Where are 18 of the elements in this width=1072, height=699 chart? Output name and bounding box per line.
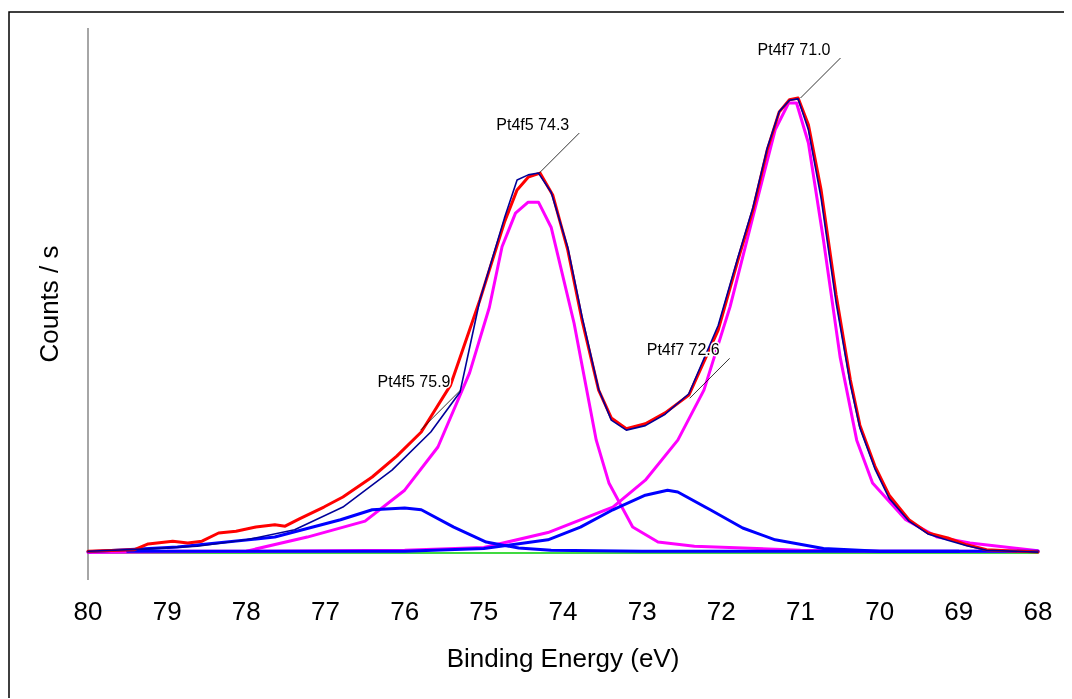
x-tick-label: 69 (944, 596, 974, 626)
x-tick-label: 79 (152, 596, 182, 626)
x-tick-label: 78 (231, 596, 261, 626)
x-tick-label: 76 (390, 596, 420, 626)
x-tick-label: 77 (311, 596, 340, 626)
annotation: Pt4f5 75.9 (377, 373, 451, 391)
x-tick-label: 70 (865, 596, 895, 626)
x-tick-label: 72 (706, 596, 736, 626)
y-axis-title: Counts / s (34, 245, 64, 363)
annotation: Pt4f5 74.3 (496, 116, 570, 134)
annotation: Pt4f7 71.0 (757, 41, 831, 58)
x-tick-label: 74 (548, 596, 578, 626)
x-axis-title: Binding Energy (eV) (446, 643, 680, 673)
x-tick-label: 71 (786, 596, 815, 626)
x-tick-label: 80 (73, 596, 103, 626)
x-tick-label: 75 (469, 596, 499, 626)
x-tick-label: 68 (1023, 596, 1053, 626)
x-tick-label: 73 (627, 596, 657, 626)
